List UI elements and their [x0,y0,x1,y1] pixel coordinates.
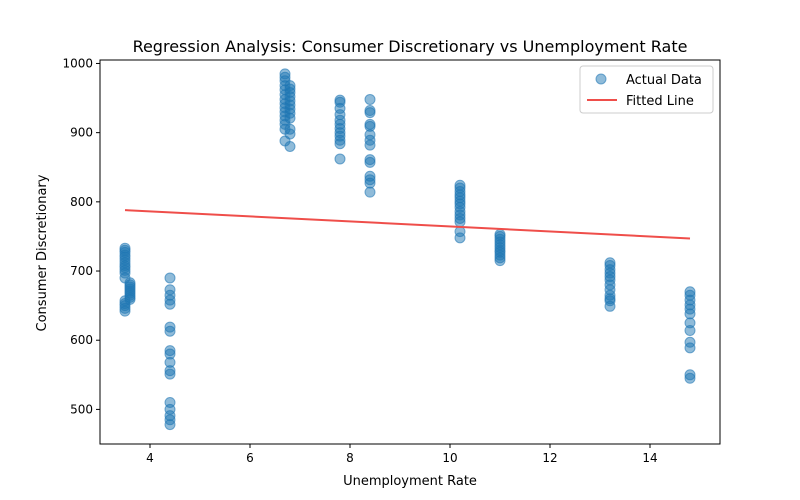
x-tick-label: 8 [346,451,354,465]
y-tick-label: 600 [70,333,93,347]
legend-scatter-marker [595,73,607,85]
x-tick-label: 4 [146,451,154,465]
scatter-layer [119,68,696,431]
y-tick-label: 500 [70,402,93,416]
legend: Actual Data Fitted Line [579,65,714,114]
data-point [684,372,696,384]
data-point [364,186,376,198]
y-tick-label: 900 [70,126,93,140]
legend-actual-data-label: Actual Data [626,73,702,88]
y-tick-label: 1000 [62,56,93,70]
x-tick-label: 10 [442,451,457,465]
fitted-line-layer [124,209,691,240]
data-point [119,305,131,317]
chart-title: Regression Analysis: Consumer Discretion… [133,37,688,56]
data-point [364,156,376,168]
x-axis-ticks: 4 6 8 10 12 14 [146,444,658,465]
x-tick-label: 12 [542,451,557,465]
x-tick-label: 6 [246,451,254,465]
data-point [684,325,696,337]
data-point [364,107,376,119]
data-point [684,342,696,354]
data-point [164,325,176,337]
x-tick-label: 14 [642,451,657,465]
data-point [284,128,296,140]
y-axis-label: Consumer Discretionary [35,174,50,331]
y-tick-label: 800 [70,195,93,209]
data-point [364,139,376,151]
plot-frame [99,59,721,445]
data-point [334,153,346,165]
data-point [494,255,506,267]
data-point [454,232,466,244]
y-tick-label: 700 [70,264,93,278]
y-axis-ticks: 500 600 700 800 900 1000 [62,56,100,416]
legend-fitted-line-label: Fitted Line [626,94,694,109]
data-point [364,93,376,105]
data-point [604,300,616,312]
fitted-line [124,209,691,240]
legend-box [579,65,714,114]
data-point [164,368,176,380]
data-point [164,298,176,310]
x-axis-label: Unemployment Rate [343,474,477,489]
data-point [454,216,466,228]
data-point [164,419,176,431]
data-point [334,138,346,150]
data-point [284,112,296,124]
data-point [284,140,296,152]
data-point [124,293,136,305]
data-point [164,272,176,284]
